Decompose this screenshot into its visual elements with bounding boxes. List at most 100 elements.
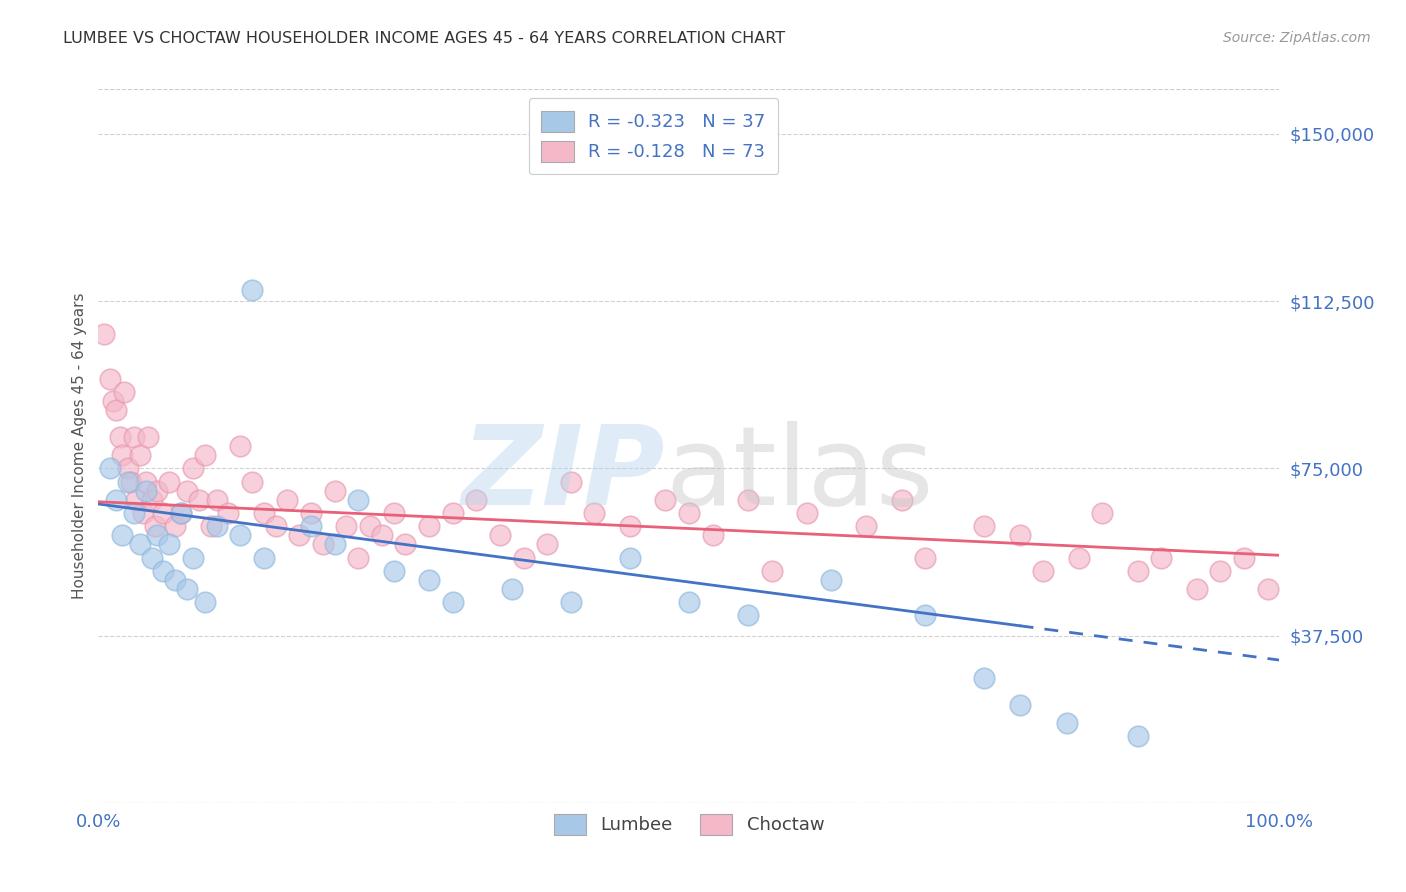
Point — [264, 519, 287, 533]
Point — [1150, 550, 1173, 565]
Text: atlas: atlas — [665, 421, 934, 528]
Point — [128, 448, 150, 462]
Point — [105, 492, 128, 507]
Point — [276, 492, 298, 507]
Point — [194, 448, 217, 462]
Point — [501, 582, 523, 596]
Point — [1209, 564, 1232, 578]
Point — [796, 506, 818, 520]
Point — [299, 506, 322, 520]
Point — [441, 506, 464, 520]
Point — [117, 461, 139, 475]
Point — [176, 582, 198, 596]
Point — [1056, 715, 1078, 730]
Point — [678, 506, 700, 520]
Point — [229, 528, 252, 542]
Point — [143, 519, 166, 533]
Point — [312, 537, 335, 551]
Point — [890, 492, 912, 507]
Point — [141, 492, 163, 507]
Point — [165, 519, 187, 533]
Point — [98, 461, 121, 475]
Point — [200, 519, 222, 533]
Point — [128, 537, 150, 551]
Point — [973, 671, 995, 685]
Point — [489, 528, 512, 542]
Point — [737, 492, 759, 507]
Point — [1067, 550, 1090, 565]
Point — [111, 448, 134, 462]
Point — [111, 528, 134, 542]
Point — [108, 430, 131, 444]
Legend: Lumbee, Choctaw: Lumbee, Choctaw — [544, 805, 834, 844]
Point — [1008, 698, 1031, 712]
Point — [619, 550, 641, 565]
Point — [702, 528, 724, 542]
Point — [121, 475, 143, 489]
Point — [1257, 582, 1279, 596]
Point — [98, 372, 121, 386]
Point — [122, 506, 145, 520]
Point — [737, 608, 759, 623]
Y-axis label: Householder Income Ages 45 - 64 years: Householder Income Ages 45 - 64 years — [72, 293, 87, 599]
Point — [176, 483, 198, 498]
Point — [914, 550, 936, 565]
Point — [253, 506, 276, 520]
Text: LUMBEE VS CHOCTAW HOUSEHOLDER INCOME AGES 45 - 64 YEARS CORRELATION CHART: LUMBEE VS CHOCTAW HOUSEHOLDER INCOME AGE… — [63, 31, 786, 46]
Text: ZIP: ZIP — [461, 421, 665, 528]
Point — [152, 564, 174, 578]
Point — [135, 475, 157, 489]
Point — [181, 550, 204, 565]
Point — [170, 506, 193, 520]
Point — [132, 506, 155, 520]
Point — [347, 492, 370, 507]
Point — [205, 519, 228, 533]
Point — [418, 573, 440, 587]
Point — [347, 550, 370, 565]
Point — [181, 461, 204, 475]
Point — [187, 492, 209, 507]
Point — [205, 492, 228, 507]
Point — [583, 506, 606, 520]
Point — [465, 492, 488, 507]
Point — [117, 475, 139, 489]
Point — [157, 475, 180, 489]
Point — [101, 394, 124, 409]
Text: Source: ZipAtlas.com: Source: ZipAtlas.com — [1223, 31, 1371, 45]
Point — [93, 327, 115, 342]
Point — [359, 519, 381, 533]
Point — [152, 506, 174, 520]
Point — [441, 595, 464, 609]
Point — [253, 550, 276, 565]
Point — [323, 483, 346, 498]
Point — [125, 492, 148, 507]
Point — [1126, 564, 1149, 578]
Point — [382, 506, 405, 520]
Point — [855, 519, 877, 533]
Point — [1032, 564, 1054, 578]
Point — [136, 430, 159, 444]
Point — [323, 537, 346, 551]
Point — [1091, 506, 1114, 520]
Point — [1008, 528, 1031, 542]
Point — [135, 483, 157, 498]
Point — [112, 385, 135, 400]
Point — [761, 564, 783, 578]
Point — [240, 283, 263, 297]
Point — [654, 492, 676, 507]
Point — [914, 608, 936, 623]
Point — [1185, 582, 1208, 596]
Point — [335, 519, 357, 533]
Point — [105, 403, 128, 417]
Point — [394, 537, 416, 551]
Point — [122, 430, 145, 444]
Point — [299, 519, 322, 533]
Point — [560, 595, 582, 609]
Point — [146, 483, 169, 498]
Point — [288, 528, 311, 542]
Point — [240, 475, 263, 489]
Point — [678, 595, 700, 609]
Point — [146, 528, 169, 542]
Point — [157, 537, 180, 551]
Point — [536, 537, 558, 551]
